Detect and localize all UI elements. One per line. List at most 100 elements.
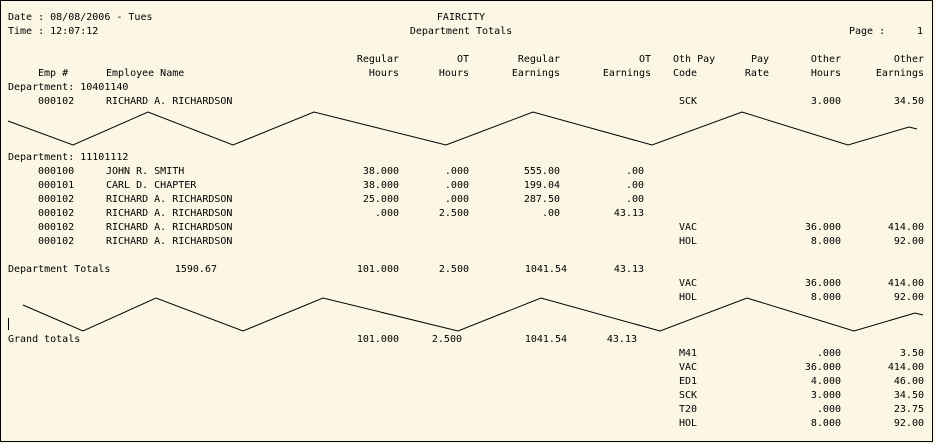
emp-num: 000102 xyxy=(38,222,75,233)
emp-num: 000102 xyxy=(38,96,75,107)
emp-num: 000101 xyxy=(38,180,75,191)
col-oth-pay-code: Oth Pay xyxy=(673,54,716,65)
col-employee-name: Employee Name xyxy=(106,68,185,79)
regular-earnings: .00 xyxy=(541,208,560,219)
col-other-earnings-2: Earnings xyxy=(875,68,924,79)
ot-hours: 2.500 xyxy=(438,264,469,275)
ot-hours: .000 xyxy=(444,180,469,191)
emp-num: 000100 xyxy=(38,166,75,177)
page-break-divider xyxy=(7,111,918,146)
col-ot-hours: OT xyxy=(456,54,469,65)
col-ot-hours-2: Hours xyxy=(438,68,469,79)
regular-hours: 38.000 xyxy=(362,166,399,177)
oth-pay-code: M41 xyxy=(679,348,698,359)
col-other-hours: Other xyxy=(810,54,841,65)
oth-pay-code: SCK xyxy=(679,390,698,401)
report-title: Department Totals xyxy=(409,26,513,37)
ot-earnings: 43.13 xyxy=(613,208,644,219)
department-label: Department: 11101112 xyxy=(8,152,129,163)
regular-earnings: 555.00 xyxy=(523,166,560,177)
col-oth-pay-code-2: Code xyxy=(673,68,698,79)
ot-hours: 2.500 xyxy=(431,334,462,345)
oth-pay-code: HOL xyxy=(679,292,698,303)
col-regular-hours-2: Hours xyxy=(368,68,399,79)
col-ot-earnings-2: Earnings xyxy=(602,68,651,79)
employee-name: RICHARD A. RICHARDSON xyxy=(106,222,233,233)
col-pay-rate-2: Rate xyxy=(744,68,769,79)
ot-hours: .000 xyxy=(444,194,469,205)
ot-earnings: 43.13 xyxy=(613,264,644,275)
ot-earnings: .00 xyxy=(625,180,644,191)
employee-name: RICHARD A. RICHARDSON xyxy=(106,236,233,247)
ot-hours: 2.500 xyxy=(438,208,469,219)
department-totals-amount: 1590.67 xyxy=(174,264,217,275)
employee-name: RICHARD A. RICHARDSON xyxy=(106,208,233,219)
employee-name: RICHARD A. RICHARDSON xyxy=(106,96,233,107)
department-label: Department: 10401140 xyxy=(8,82,129,93)
report-date: Date : 08/08/2006 - Tues xyxy=(8,12,153,23)
ot-earnings: .00 xyxy=(625,194,644,205)
text-cursor xyxy=(8,318,9,330)
emp-num: 000102 xyxy=(38,194,75,205)
oth-pay-code: VAC xyxy=(679,362,698,373)
employee-name: RICHARD A. RICHARDSON xyxy=(106,194,233,205)
col-emp-num: Emp # xyxy=(38,68,69,79)
report-time: Time : 12:07:12 xyxy=(8,26,99,37)
regular-hours: 101.000 xyxy=(356,334,399,345)
oth-pay-code: VAC xyxy=(679,278,698,289)
oth-pay-code: HOL xyxy=(679,236,698,247)
col-other-earnings: Other xyxy=(893,54,924,65)
other-earnings: 414.00 xyxy=(887,278,924,289)
page-break-divider xyxy=(22,297,924,332)
other-earnings: 92.00 xyxy=(893,418,924,429)
regular-earnings: 1041.54 xyxy=(524,264,567,275)
other-earnings: 414.00 xyxy=(887,222,924,233)
col-regular-earnings: Regular xyxy=(517,54,560,65)
regular-hours: 38.000 xyxy=(362,180,399,191)
other-hours: 8.000 xyxy=(810,236,841,247)
col-regular-hours: Regular xyxy=(356,54,399,65)
ot-earnings: 43.13 xyxy=(606,334,637,345)
other-earnings: 92.00 xyxy=(893,236,924,247)
other-hours: 36.000 xyxy=(804,222,841,233)
other-hours: 8.000 xyxy=(810,418,841,429)
emp-num: 000102 xyxy=(38,236,75,247)
col-regular-earnings-2: Earnings xyxy=(511,68,560,79)
page-number: 1 xyxy=(916,26,923,37)
other-hours: 4.000 xyxy=(810,376,841,387)
other-earnings: 92.00 xyxy=(893,292,924,303)
regular-hours: 25.000 xyxy=(362,194,399,205)
other-hours: 3.000 xyxy=(810,96,841,107)
other-earnings: 414.00 xyxy=(887,362,924,373)
department-totals-label: Department Totals xyxy=(8,264,111,275)
regular-hours: 101.000 xyxy=(356,264,399,275)
other-hours: 3.000 xyxy=(810,390,841,401)
grand-totals-label: Grand totals xyxy=(8,334,81,345)
employee-name: JOHN R. SMITH xyxy=(106,166,185,177)
col-ot-earnings: OT xyxy=(638,54,651,65)
oth-pay-code: T20 xyxy=(679,404,698,415)
other-earnings: 34.50 xyxy=(893,96,924,107)
other-hours: 36.000 xyxy=(804,362,841,373)
page-label: Page : xyxy=(849,26,886,37)
other-hours: 36.000 xyxy=(804,278,841,289)
oth-pay-code: ED1 xyxy=(679,376,698,387)
regular-earnings: 287.50 xyxy=(523,194,560,205)
oth-pay-code: VAC xyxy=(679,222,698,233)
other-earnings: 3.50 xyxy=(899,348,924,359)
oth-pay-code: SCK xyxy=(679,96,698,107)
regular-earnings: 1041.54 xyxy=(524,334,567,345)
regular-earnings: 199.04 xyxy=(523,180,560,191)
employee-name: CARL D. CHAPTER xyxy=(106,180,197,191)
other-earnings: 46.00 xyxy=(893,376,924,387)
company-name: FAIRCITY xyxy=(436,12,486,23)
oth-pay-code: HOL xyxy=(679,418,698,429)
regular-hours: .000 xyxy=(374,208,399,219)
col-pay-rate: Pay xyxy=(750,54,769,65)
other-earnings: 23.75 xyxy=(893,404,924,415)
other-hours: .000 xyxy=(816,404,841,415)
emp-num: 000102 xyxy=(38,208,75,219)
col-other-hours-2: Hours xyxy=(810,68,841,79)
other-hours: 8.000 xyxy=(810,292,841,303)
